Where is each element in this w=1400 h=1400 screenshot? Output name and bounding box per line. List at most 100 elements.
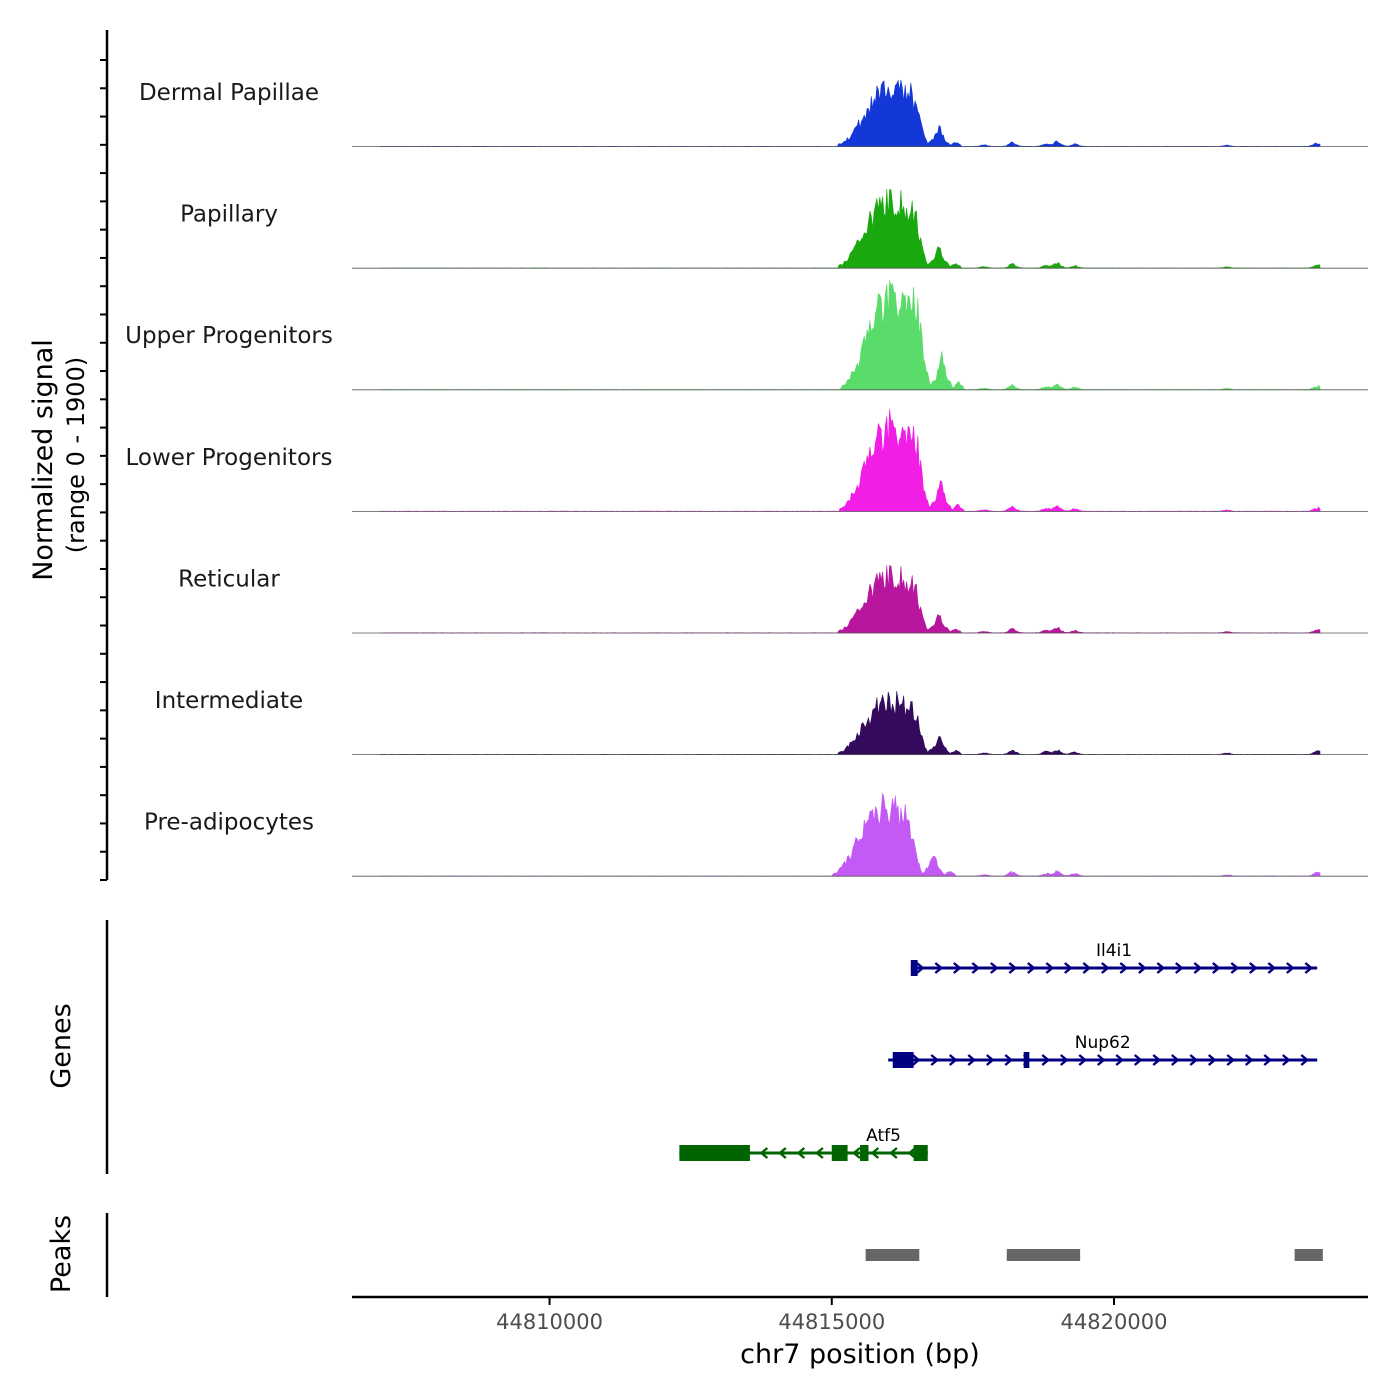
peaks-panel	[105, 1213, 1323, 1297]
track-label: Pre-adipocytes	[144, 810, 314, 836]
exon	[1023, 1052, 1030, 1068]
signal-area	[379, 691, 1321, 755]
strand-arrow	[907, 1147, 917, 1159]
signal-area	[379, 409, 1321, 512]
peak	[865, 1249, 920, 1261]
track-intermediate: Intermediate	[155, 688, 1368, 755]
track-pre-adipocytes: Pre-adipocytes	[144, 792, 1368, 877]
signal-area	[379, 792, 1321, 877]
strand-arrow	[1078, 1054, 1088, 1066]
gene-atf5: Atf5	[679, 1126, 928, 1161]
track-label: Reticular	[178, 566, 280, 592]
track-label: Upper Progenitors	[125, 323, 333, 349]
signal-area	[379, 79, 1321, 147]
strand-arrow	[1170, 1054, 1180, 1066]
strand-arrow	[911, 1054, 921, 1066]
strand-arrow	[1115, 1054, 1125, 1066]
strand-arrow	[796, 1147, 806, 1159]
track-label: Papillary	[180, 202, 278, 228]
strand-arrow	[1045, 962, 1055, 974]
strand-arrow	[1212, 962, 1221, 974]
signal-area	[379, 188, 1321, 269]
y-axis-title-line1: Normalized signal	[28, 339, 59, 581]
strand-arrow	[1175, 962, 1184, 974]
x-tick-label: 44820000	[1061, 1310, 1168, 1334]
x-tick-label: 44810000	[496, 1310, 603, 1334]
signal-area	[379, 280, 1321, 391]
exon	[679, 1145, 750, 1161]
strand-arrow	[1267, 962, 1277, 974]
strand-arrow	[1082, 962, 1092, 974]
x-axis-title: chr7 position (bp)	[740, 1339, 980, 1370]
strand-arrow	[852, 1147, 861, 1159]
track-papillary: Papillary	[180, 188, 1368, 269]
strand-arrow	[1041, 1054, 1051, 1066]
strand-arrow	[1133, 1054, 1143, 1066]
genes-panel: Il4i1 Nup62 Atf5	[105, 920, 1318, 1174]
strand-arrow	[1138, 962, 1147, 974]
exon	[860, 1145, 869, 1161]
track-label: Dermal Papillae	[139, 80, 319, 106]
strand-arrow	[1101, 962, 1110, 974]
genes-panel-title: Genes	[46, 1003, 77, 1088]
peak	[1006, 1249, 1081, 1261]
strand-arrow	[1008, 962, 1018, 974]
exon	[892, 1052, 914, 1068]
strand-arrow	[1281, 1054, 1291, 1066]
coverage-tracks: Dermal Papillae Papillary Upper Progenitor…	[125, 79, 1368, 877]
strand-arrow	[990, 962, 999, 974]
strand-arrow	[1286, 962, 1295, 974]
strand-arrow	[934, 962, 944, 974]
strand-arrow	[889, 1147, 898, 1159]
gene-il4i1: Il4i1	[910, 941, 1318, 976]
exon	[913, 1145, 928, 1161]
strand-arrow	[759, 1147, 769, 1159]
track-lower-progenitors: Lower Progenitors	[126, 409, 1368, 512]
track-upper-progenitors: Upper Progenitors	[125, 280, 1368, 391]
track-label: Lower Progenitors	[126, 445, 333, 471]
exon	[831, 1145, 848, 1161]
strand-arrow	[1300, 1054, 1310, 1066]
track-label: Intermediate	[155, 688, 303, 714]
signal-y-axis	[100, 30, 109, 881]
strand-arrow	[815, 1147, 824, 1159]
strand-arrow	[778, 1147, 787, 1159]
x-tick-label: 44815000	[778, 1310, 885, 1334]
strand-arrow	[953, 962, 962, 974]
strand-arrow	[1064, 962, 1073, 974]
strand-arrow	[1189, 1054, 1199, 1066]
strand-arrow	[1304, 962, 1314, 974]
strand-arrow	[971, 962, 981, 974]
strand-arrow	[1226, 1054, 1236, 1066]
gene-label: Nup62	[1075, 1033, 1131, 1053]
gene-nup62: Nup62	[888, 1033, 1318, 1068]
strand-arrow	[1156, 962, 1166, 974]
signal-area	[379, 565, 1321, 634]
track-dermal-papillae: Dermal Papillae	[139, 79, 1368, 148]
strand-arrow	[930, 1054, 940, 1066]
peak	[1294, 1249, 1323, 1261]
strand-arrow	[1004, 1054, 1014, 1066]
strand-arrow	[870, 1147, 880, 1159]
strand-arrow	[1207, 1054, 1217, 1066]
strand-arrow	[1096, 1054, 1106, 1066]
exon	[910, 960, 918, 976]
x-axis: 44810000 44815000 44820000	[352, 1295, 1368, 1334]
strand-arrow	[1244, 1054, 1254, 1066]
peaks-panel-title: Peaks	[46, 1215, 77, 1293]
strand-arrow	[985, 1054, 995, 1066]
strand-arrow	[1230, 962, 1240, 974]
strand-arrow	[1119, 962, 1129, 974]
strand-arrow	[1263, 1054, 1273, 1066]
strand-arrow	[1059, 1054, 1069, 1066]
strand-arrow	[1193, 962, 1203, 974]
y-axis-title-line2: (range 0 - 1900)	[62, 357, 90, 553]
strand-arrow	[967, 1054, 977, 1066]
strand-arrow	[1249, 962, 1258, 974]
strand-arrow	[948, 1054, 958, 1066]
strand-arrow	[916, 962, 925, 974]
gene-label: Il4i1	[1096, 941, 1132, 961]
strand-arrow	[1027, 962, 1036, 974]
strand-arrow	[1152, 1054, 1162, 1066]
